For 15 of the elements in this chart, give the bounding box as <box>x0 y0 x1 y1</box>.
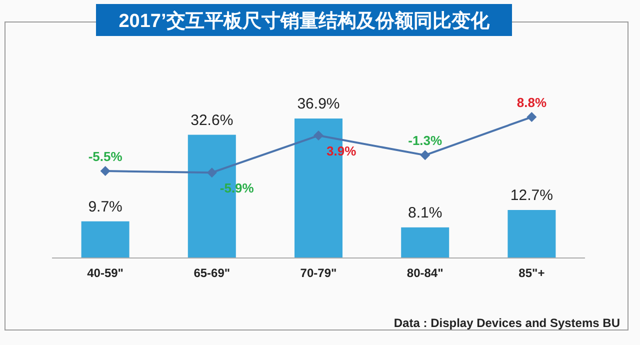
data-label: -5.5% <box>88 149 123 164</box>
text: Data : Display Devices and Systems BU <box>394 316 620 330</box>
data-label: 36.9% <box>297 96 340 113</box>
x-tick-label: 40-59" <box>87 266 124 280</box>
title: 2017’交互平板尺寸销量结构及份额同比变化 <box>118 11 490 32</box>
x-tick-label: 70-79" <box>300 266 337 280</box>
data-label: 8.8% <box>516 95 547 110</box>
x-tick-label: 80-84" <box>406 266 444 280</box>
x-tick-label: 65-69" <box>194 266 230 280</box>
data-label: 32.6% <box>190 112 234 129</box>
data-label: -1.3% <box>408 133 443 148</box>
x-tick-label: 85"+ <box>518 266 545 280</box>
data-label: 8.1% <box>408 204 442 222</box>
data-label: 9.7% <box>88 198 122 216</box>
data-label: 12.7% <box>510 186 553 204</box>
